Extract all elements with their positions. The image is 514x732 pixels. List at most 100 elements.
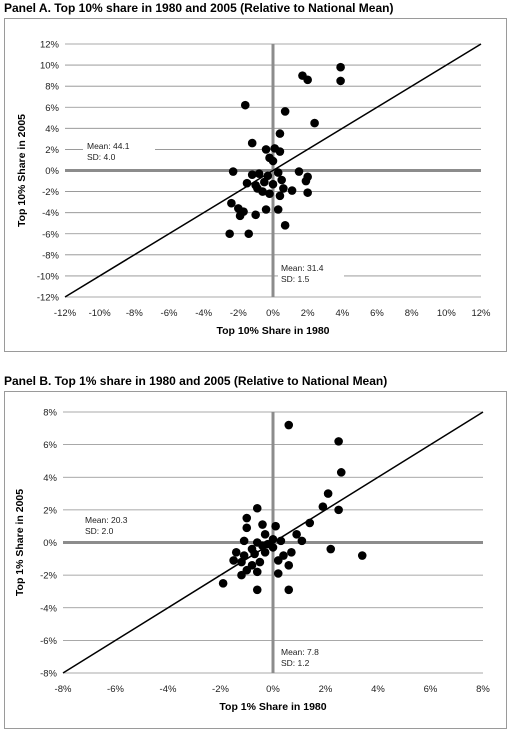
panel-a-data-point [275,147,285,156]
panel-a-data-point [244,229,254,239]
panel-a-x-tick-label: -12% [54,308,77,319]
panel-b-data-point [284,561,294,570]
panel-b-data-point [276,536,286,546]
panel-b-data-point [252,503,262,513]
panel-a-data-point [277,175,286,185]
panel-b-data-point [357,551,367,560]
panel-b-y-tick-label: -6% [40,636,57,647]
panel-b-title: Panel B. Top 1% share in 1980 and 2005 (… [4,374,388,388]
panel-b-data-point [239,551,249,560]
panel-b-x-tick-label: 0% [266,684,280,695]
panel-a-annotation-y-mean: Mean: 44.1 [87,141,130,151]
panel-a-y-tick-label: -6% [42,229,59,240]
panel-a-y-tick-label: 8% [45,82,59,93]
panel-b-data-point [252,585,262,595]
panel-a-y-tick-label: -12% [37,293,60,304]
panel-a-x-axis-label: Top 10% Share in 1980 [216,325,329,337]
panel-b-data-point [323,489,333,498]
panel-a-x-tick-label: 10% [437,308,457,319]
panel-a-data-point [336,62,345,72]
panel-b-x-axis-label: Top 1% Share in 1980 [219,701,326,713]
panel-b-x-tick-label: -2% [212,684,229,695]
panel-a-data-point [275,191,285,201]
panel-b-y-tick-label: 6% [43,440,57,451]
panel-b-data-point [242,565,252,575]
panel-a-y-tick-label: -2% [42,187,59,198]
panel-b-annotation-y-bg [81,513,153,537]
panel-a-data-point [268,156,278,166]
panel-a-data-point [247,138,257,148]
panel-b-x-tick-label: 2% [319,684,333,695]
panel-a-data-point [265,189,274,198]
panel-a-x-tick-label: -8% [126,308,143,319]
panel-b-data-point [273,556,283,565]
panel-a-data-point [261,205,271,214]
panel-b-x-tick-label: -8% [55,684,72,695]
panel-a-x-tick-label: 12% [471,308,491,319]
panel-a-data-point [294,167,304,176]
panel-b-data-point [334,505,343,515]
panel-b-data-point [242,523,252,533]
panel-b-data-point [260,547,270,557]
panel-b-data-point [239,536,249,546]
panel-b-data-point [284,420,294,430]
panel-b-data-point [260,530,270,539]
panel-a-y-tick-label: 2% [45,145,59,156]
panel-b-data-point [237,557,246,567]
panel-b-y-tick-label: -2% [40,571,57,582]
panel-a-x-tick-label: -10% [89,308,112,319]
panel-b-x-tick-label: 8% [476,684,490,695]
panel-b-x-tick-label: -4% [160,684,177,695]
panel-a-data-point [263,171,273,181]
panel-a-data-point [235,211,245,221]
panel-a-data-point [254,169,264,178]
panel-a-data-point [273,168,283,177]
panel-b-x-tick-label: 6% [424,684,438,695]
panel-a-y-tick-label: 4% [45,124,59,135]
panel-a-data-point [253,184,262,193]
panel-a-data-point [275,129,285,138]
panel-b-data-point [292,530,301,539]
panel-a-x-tick-label: -6% [161,308,178,319]
panel-a-data-point [261,145,271,154]
panel-a-y-tick-label: -10% [37,271,60,282]
panel-b-y-tick-label: 4% [43,473,57,484]
panel-a-x-tick-label: -2% [230,308,247,319]
panel-b-data-point [271,521,280,531]
panel-a-data-point [247,170,257,180]
panel-b-annotation-x-bg [278,645,344,669]
panel-a-data-point [279,184,288,193]
panel-b-y-tick-label: 8% [43,408,57,419]
panel-a-y-tick-label: 10% [40,61,60,72]
panel-a-data-point [303,188,312,197]
panel-b-y-tick-label: -8% [40,669,57,680]
panel-a-data-point [228,167,238,176]
panel-a-x-tick-label: -4% [195,308,212,319]
panel-b-data-point [247,544,257,554]
panel-a-data-point [310,118,319,128]
panel-a-data-point [227,198,236,208]
panel-b-annotation-x-sd: SD: 1.2 [281,658,310,668]
panel-b-data-point [318,502,328,511]
panel-a-annotation-x-sd: SD: 1.5 [281,274,310,284]
panel-a-x-tick-label: 8% [405,308,419,319]
panel-b-data-point [218,578,228,588]
panel-b-annotation-y-sd: SD: 2.0 [85,526,114,536]
panel-a-y-tick-label: 12% [40,40,60,51]
panel-b-y-tick-label: 2% [43,505,57,516]
panel-a-annotation-x-bg [278,261,344,285]
panel-a-data-point [268,179,278,189]
panel-a-y-tick-label: -4% [42,208,59,219]
panel-a-data-point [303,75,312,85]
panel-a-data-point [273,205,283,214]
panel-b-x-tick-label: 4% [371,684,385,695]
panel-a-annotation-y-sd: SD: 4.0 [87,152,116,162]
panel-a-data-point [280,107,290,116]
panel-b-annotation-x-mean: Mean: 7.8 [281,647,319,657]
panel-b-data-point [229,556,238,565]
panel-a-data-point [287,186,297,195]
panel-b-data-point [252,567,262,577]
panel-a-y-tick-label: 0% [45,166,59,177]
